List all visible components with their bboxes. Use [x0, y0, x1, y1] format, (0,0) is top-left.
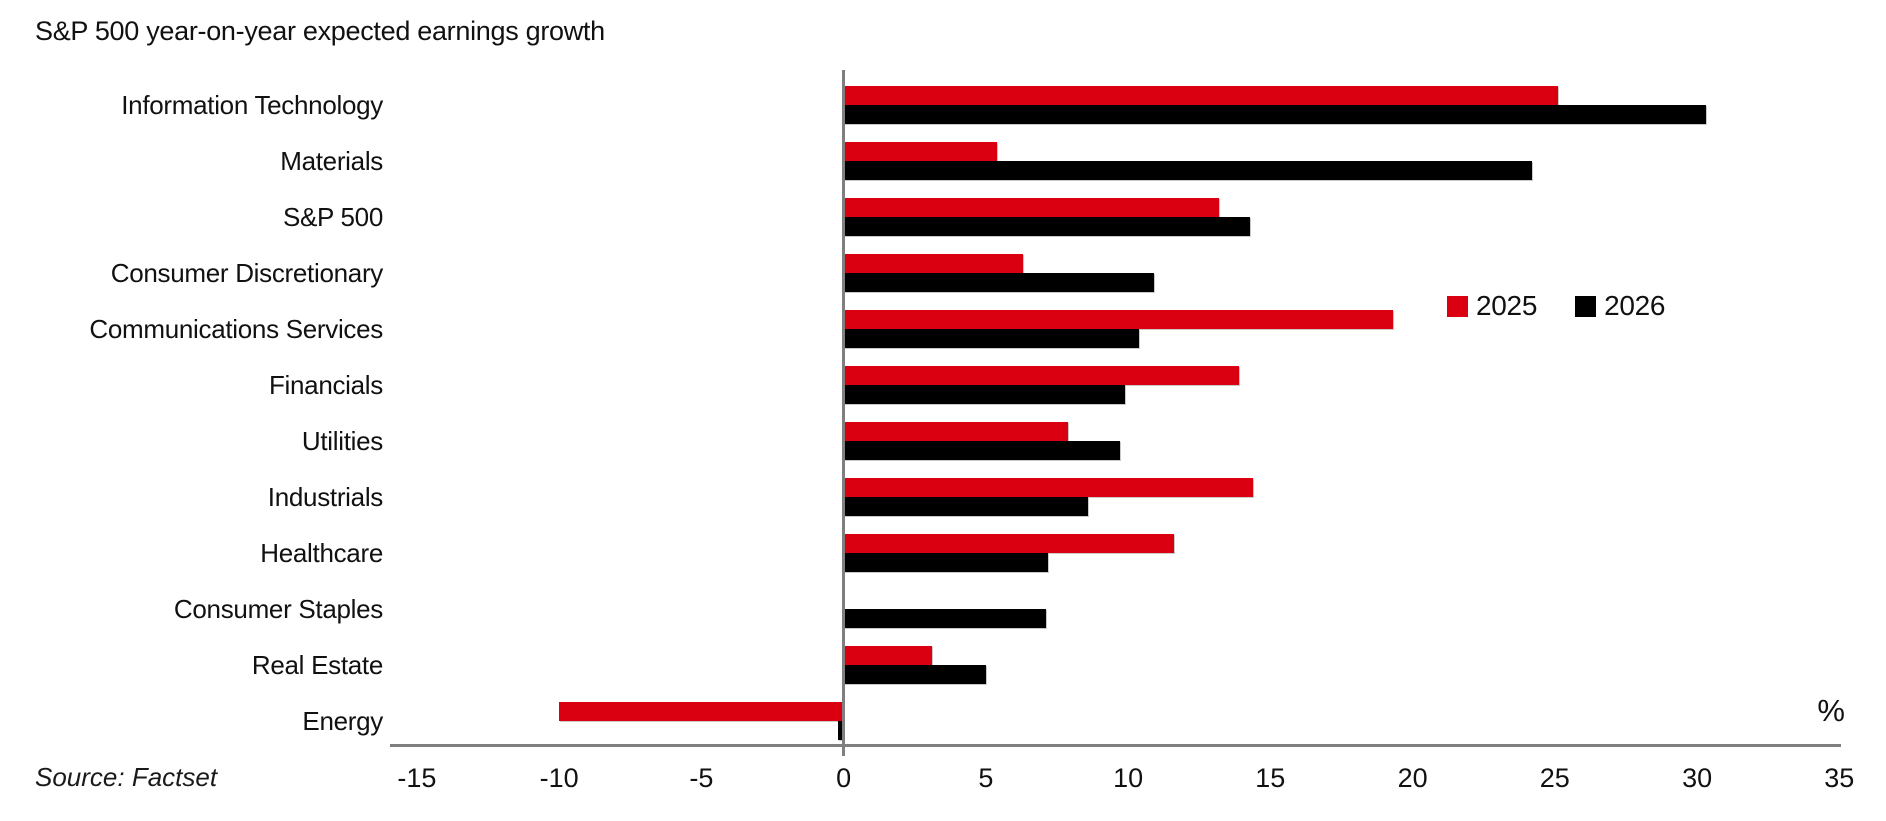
- bar-2025: [843, 646, 932, 665]
- bar-2026: [843, 665, 986, 684]
- category-label: Consumer Discretionary: [110, 258, 384, 288]
- chart-legend: 2025 2026: [1447, 290, 1665, 322]
- x-axis-line: [390, 744, 1841, 747]
- legend-entry: 2026: [1575, 290, 1665, 322]
- category-label: Utilities: [301, 426, 383, 456]
- category-label: Financials: [268, 370, 383, 400]
- bar-2025: [843, 478, 1254, 497]
- chart-title: S&P 500 year-on-year expected earnings g…: [35, 16, 605, 46]
- category-label: Communications Services: [89, 314, 383, 344]
- legend-swatch-icon: [1575, 295, 1597, 317]
- x-tick-label: 30: [1682, 763, 1713, 793]
- category-label: Materials: [280, 146, 383, 176]
- category-label: Energy: [302, 706, 383, 736]
- x-tick-label: 35: [1824, 763, 1855, 793]
- bar-2026: [843, 385, 1126, 404]
- bar-2026: [843, 553, 1049, 572]
- source-note: Source: Factset: [35, 762, 218, 792]
- bar-2025: [843, 422, 1069, 441]
- bar-2025: [843, 142, 998, 161]
- bar-2025: [843, 366, 1240, 385]
- legend-entry: 2025: [1447, 290, 1537, 322]
- legend-label: 2026: [1604, 290, 1666, 321]
- bar-2026: [843, 609, 1046, 628]
- category-label: S&P 500: [282, 202, 383, 232]
- x-tick-label: 15: [1255, 763, 1286, 793]
- x-tick-label: 25: [1539, 763, 1570, 793]
- category-label: Consumer Staples: [173, 594, 383, 624]
- bar-2026: [843, 161, 1533, 180]
- bar-2026: [843, 217, 1251, 236]
- x-tick-label: -15: [397, 763, 437, 793]
- bar-2025: [559, 702, 844, 721]
- axis-unit-label: %: [1817, 693, 1845, 728]
- bar-2026: [843, 329, 1140, 348]
- x-tick-label: -10: [539, 763, 579, 793]
- bar-2026: [837, 721, 844, 740]
- x-tick-label: 0: [836, 763, 852, 793]
- bar-2025: [843, 310, 1393, 329]
- x-tick-label: 20: [1397, 763, 1428, 793]
- bar-2025: [843, 86, 1558, 105]
- zero-baseline: [842, 70, 845, 756]
- bar-2026: [843, 441, 1120, 460]
- category-label: Industrials: [267, 482, 384, 512]
- x-tick-label: -5: [689, 763, 714, 793]
- bar-2025: [843, 534, 1174, 553]
- bar-2025: [843, 198, 1220, 217]
- bar-2026: [843, 105, 1706, 124]
- bar-2025: [843, 254, 1023, 273]
- category-label: Real Estate: [251, 650, 383, 680]
- legend-swatch-icon: [1447, 295, 1468, 317]
- x-tick-label: 5: [978, 763, 994, 793]
- category-label: Healthcare: [260, 538, 383, 568]
- bar-2026: [843, 497, 1089, 516]
- legend-label: 2025: [1476, 290, 1538, 321]
- x-tick-label: 10: [1113, 763, 1144, 793]
- bar-2026: [843, 273, 1154, 292]
- category-label: Information Technology: [121, 90, 383, 120]
